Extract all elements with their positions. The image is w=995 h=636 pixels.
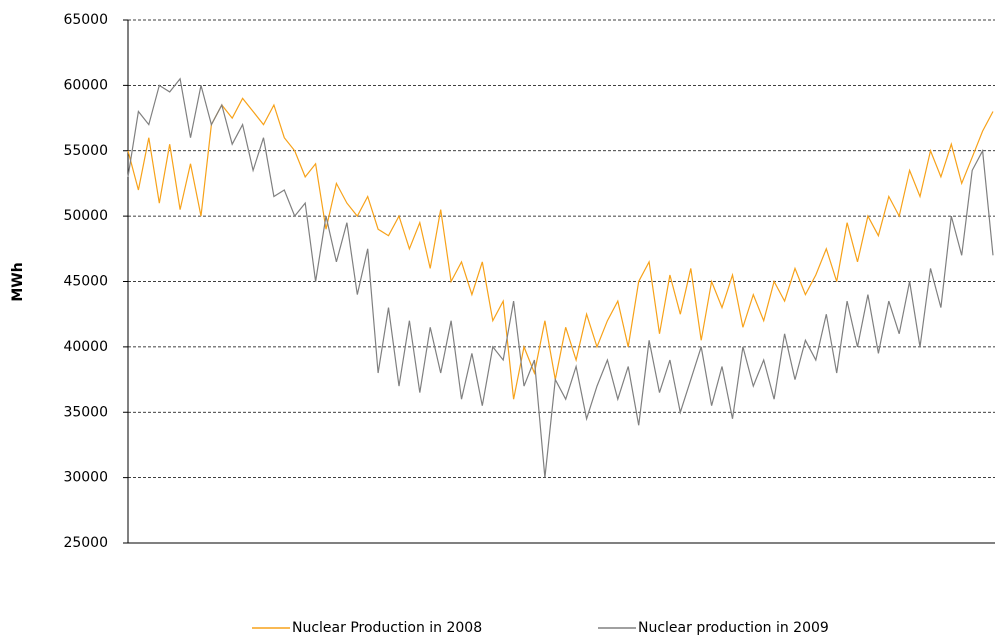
y-tick-label: 40000 — [63, 339, 108, 355]
legend-label: Nuclear Production in 2008 — [292, 620, 482, 636]
y-tick-label: 30000 — [63, 470, 108, 486]
y-tick-label: 45000 — [63, 274, 108, 290]
y-tick-label: 25000 — [63, 535, 108, 551]
y-tick-label: 55000 — [63, 143, 108, 159]
legend-label: Nuclear production in 2009 — [638, 620, 829, 636]
y-tick-label: 65000 — [63, 12, 108, 28]
y-tick-label: 60000 — [63, 77, 108, 93]
y-tick-label: 35000 — [63, 404, 108, 420]
y-axis-label: MWh — [10, 262, 26, 301]
series-line — [127, 77, 994, 478]
series-line — [127, 97, 994, 400]
y-tick-label: 50000 — [63, 208, 108, 224]
